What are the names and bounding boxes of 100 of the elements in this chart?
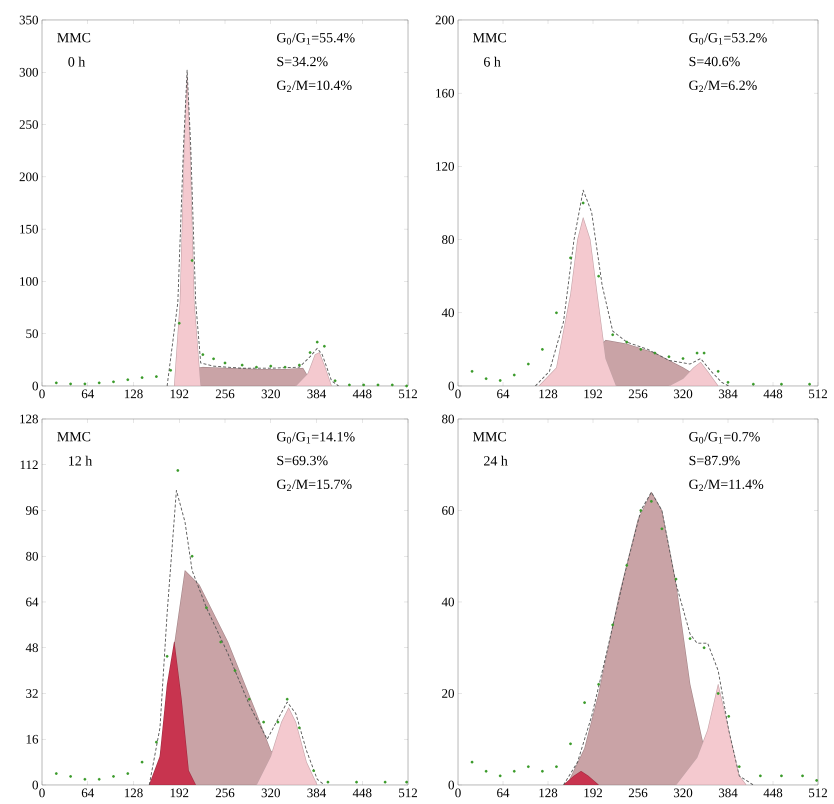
point xyxy=(780,774,783,778)
point xyxy=(269,364,272,368)
y-tick-label: 120 xyxy=(436,162,454,171)
y-tick-label: 32 xyxy=(26,689,38,698)
point xyxy=(555,765,558,768)
point xyxy=(98,778,101,781)
annotation: MMC xyxy=(473,32,506,42)
point xyxy=(219,640,222,644)
annotation: 12 h xyxy=(69,456,92,466)
annotation: G$_{0}$/G$_{1}$=53.2% xyxy=(689,32,767,45)
point xyxy=(298,726,301,730)
annotation: G$_{2}$/M=6.2% xyxy=(689,80,757,92)
point xyxy=(801,774,804,778)
y-tick-label: 48 xyxy=(26,643,38,652)
point xyxy=(512,374,516,376)
y-tick-label: 60 xyxy=(442,506,454,515)
point xyxy=(240,364,244,366)
x-tick-label: 192 xyxy=(584,788,602,798)
point xyxy=(716,370,720,373)
point xyxy=(54,772,58,775)
annotation: S=34.2% xyxy=(277,56,328,66)
y-tick-label: 40 xyxy=(442,598,454,606)
point xyxy=(54,381,58,384)
point xyxy=(176,469,180,472)
point xyxy=(384,780,387,784)
y-tick-label: 0 xyxy=(32,780,38,790)
y-tick-label: 250 xyxy=(20,120,38,129)
x-tick-label: 256 xyxy=(628,788,648,798)
y-tick-label: 300 xyxy=(20,68,38,77)
point xyxy=(286,698,289,701)
point xyxy=(498,379,502,382)
y-tick-label: 96 xyxy=(26,506,38,515)
point xyxy=(597,682,600,686)
x-tick-label: 0 xyxy=(39,788,45,798)
point xyxy=(212,357,215,360)
y-tick-label: 200 xyxy=(20,172,38,182)
annotation: G$_{0}$/G$_{1}$=55.4% xyxy=(277,32,355,45)
x-tick-label: 192 xyxy=(584,390,602,398)
x-tick-label: 448 xyxy=(352,788,372,798)
annotation: 6 h xyxy=(484,56,501,67)
point xyxy=(540,348,544,351)
x-tick-label: 384 xyxy=(307,788,326,798)
x-tick-label: 128 xyxy=(124,390,143,398)
x-tick-label: 128 xyxy=(539,390,558,398)
point xyxy=(540,770,544,773)
annotation: S=40.6% xyxy=(690,56,740,66)
point xyxy=(727,714,730,718)
point xyxy=(312,769,316,772)
y-tick-label: 64 xyxy=(26,598,38,606)
x-tick-label: 0 xyxy=(455,390,461,398)
x-tick-label: 320 xyxy=(674,390,692,398)
annotation: G$_{0}$/G$_{1}$=14.1% xyxy=(277,432,355,444)
point xyxy=(639,348,642,351)
point xyxy=(308,351,312,354)
x-tick-label: 192 xyxy=(170,788,188,798)
point xyxy=(390,384,394,386)
point xyxy=(702,646,706,650)
point xyxy=(276,720,280,724)
point xyxy=(611,333,614,336)
point xyxy=(639,509,642,512)
point xyxy=(815,779,818,782)
point xyxy=(190,259,194,262)
point xyxy=(69,382,72,386)
annotation: G$_{2}$/M=11.4% xyxy=(689,480,764,491)
point xyxy=(205,606,208,610)
point xyxy=(112,775,115,778)
y-tick-label: 0 xyxy=(32,382,38,390)
y-tick-label: 100 xyxy=(20,277,38,286)
x-tick-label: 256 xyxy=(628,390,648,398)
y-tick-label: 50 xyxy=(26,329,38,338)
annotation: S=87.9% xyxy=(690,456,740,466)
x-tick-label: 512 xyxy=(399,788,418,798)
point xyxy=(126,772,130,775)
x-tick-label: 0 xyxy=(39,390,45,398)
annotation: G$_{2}$/M=15.7% xyxy=(277,480,352,491)
x-tick-label: 256 xyxy=(216,390,234,398)
x-tick-label: 384 xyxy=(718,390,738,398)
y-tick-label: 160 xyxy=(436,88,454,98)
point xyxy=(169,368,172,372)
point xyxy=(808,382,811,386)
x-tick-label: 192 xyxy=(170,390,188,398)
point xyxy=(660,527,664,530)
annotation: 0 h xyxy=(68,56,86,67)
point xyxy=(234,669,236,672)
point xyxy=(201,353,204,356)
y-tick-label: 350 xyxy=(20,16,38,24)
point xyxy=(126,378,130,382)
point xyxy=(512,770,516,773)
point xyxy=(583,701,586,704)
point xyxy=(224,362,226,364)
point xyxy=(738,765,741,768)
point xyxy=(526,362,530,366)
point xyxy=(284,366,286,369)
point xyxy=(668,355,670,358)
point xyxy=(526,765,530,768)
point xyxy=(405,384,408,388)
point xyxy=(140,760,144,764)
point xyxy=(405,780,408,784)
y-tick-label: 16 xyxy=(26,734,38,744)
point xyxy=(84,382,86,386)
